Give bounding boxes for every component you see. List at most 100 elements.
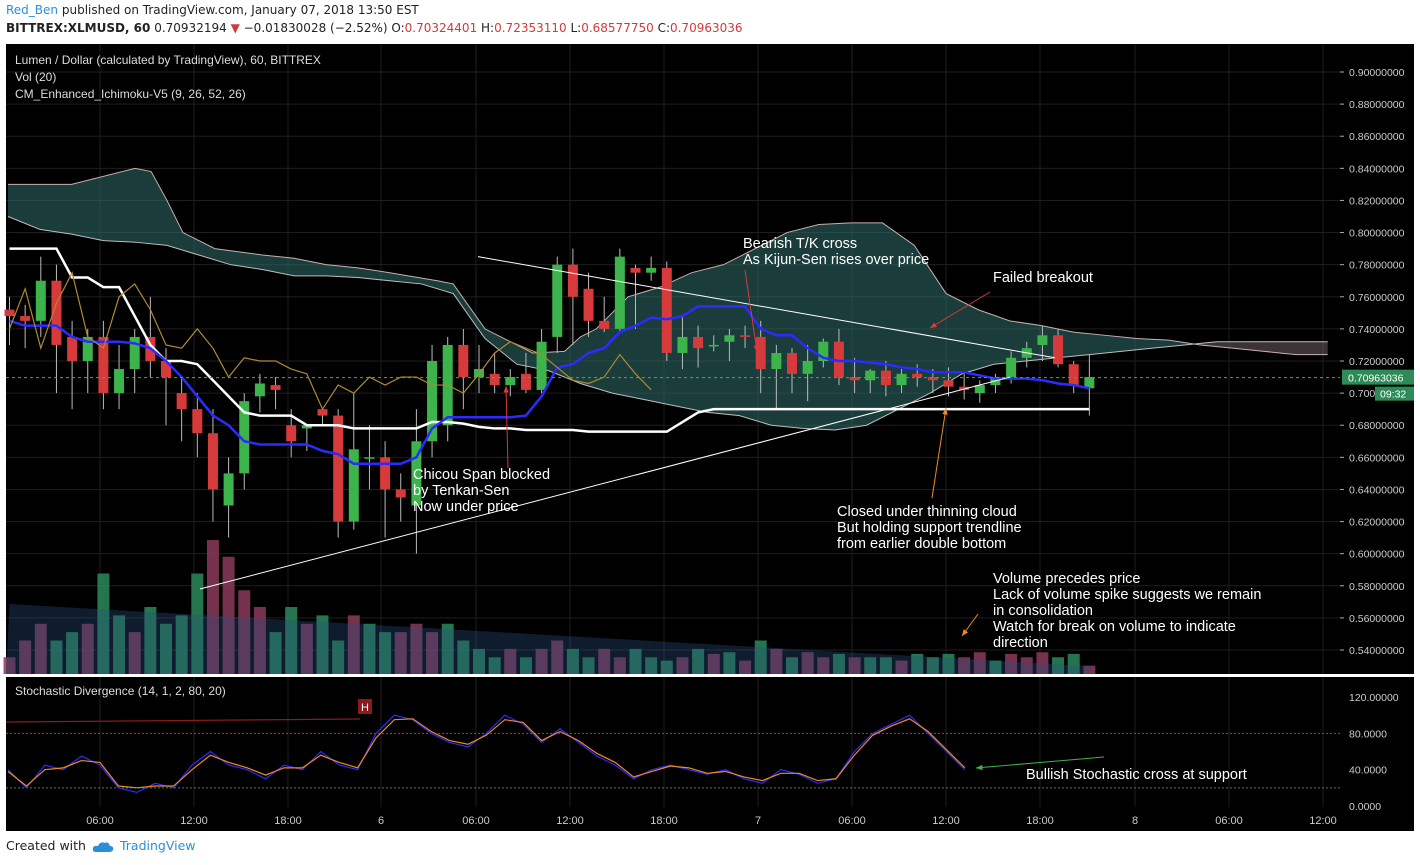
price-tick-8: 0.74000000 — [1349, 324, 1405, 336]
volume-bar-17 — [269, 632, 282, 674]
volume-bar-6 — [97, 573, 110, 674]
time-tick-3: 6 — [378, 815, 384, 827]
annotation-bearish-tk-line-0: Bearish T/K cross — [743, 236, 857, 252]
kijun-sen-line — [9, 247, 1090, 433]
stoch-tick-0: 120.00000 — [1349, 692, 1399, 704]
time-tick-5: 12:00 — [556, 815, 584, 827]
arrow-bearish-tk-head — [753, 345, 759, 352]
volume-bar-65 — [1020, 657, 1033, 674]
volume-bar-28 — [441, 623, 454, 674]
candle-16 — [254, 383, 265, 397]
time-tick-7: 7 — [755, 815, 761, 827]
candle-69 — [1084, 377, 1095, 389]
time-tick-2: 18:00 — [274, 815, 302, 827]
arrow-chicou-head — [503, 386, 509, 393]
senkou-a-line — [8, 167, 1328, 356]
candle-23 — [364, 457, 375, 459]
candle-2 — [35, 280, 46, 321]
volume-bar-48 — [754, 640, 767, 674]
author-link[interactable]: Red_Ben — [6, 3, 59, 17]
time-axis[interactable] — [6, 807, 1414, 831]
volume-bar-41 — [645, 657, 658, 674]
volume-bar-4 — [66, 632, 79, 674]
volume-bar-7 — [113, 615, 126, 674]
arrow-volume-head — [962, 629, 968, 636]
annotation-volume-line-1: Lack of volume spike suggests we remain — [993, 587, 1261, 603]
volume-bar-62 — [973, 652, 986, 674]
candle-57 — [896, 373, 907, 386]
volume-bar-26 — [410, 623, 423, 674]
volume-bar-9 — [144, 607, 157, 674]
volume-bar-58 — [911, 653, 924, 674]
candle-44 — [693, 336, 704, 349]
price-tick-12: 0.66000000 — [1349, 452, 1405, 464]
candle-24 — [380, 457, 391, 490]
last-price-badge — [1342, 369, 1414, 385]
candle-39 — [614, 256, 625, 329]
volume-bar-21 — [332, 640, 345, 674]
candle-31 — [489, 373, 500, 386]
volume-bar-61 — [958, 657, 971, 674]
candle-61 — [959, 386, 970, 390]
created-with-text: Created with — [6, 838, 86, 853]
last-price: 0.70932194 — [154, 21, 227, 35]
candle-60 — [943, 380, 954, 387]
stoch-axis[interactable] — [1340, 677, 1414, 807]
volume-bar-50 — [786, 657, 798, 674]
volume-bar-64 — [1005, 653, 1018, 674]
annotation-closed-under-line-2: from earlier double bottom — [837, 536, 1006, 552]
price-tick-0: 0.90000000 — [1349, 67, 1405, 79]
candle-0 — [4, 309, 15, 317]
candle-20 — [317, 409, 328, 416]
volume-bar-44 — [692, 648, 705, 674]
annotation-chicou-line-2: Now under price — [413, 499, 519, 515]
volume-bar-19 — [300, 623, 313, 674]
volume-bar-49 — [770, 648, 783, 674]
volume-bar-39 — [613, 657, 626, 674]
volume-bar-5 — [81, 623, 94, 674]
candle-5 — [82, 336, 93, 361]
volume-bar-23 — [363, 623, 376, 674]
candle-68 — [1068, 364, 1079, 386]
stoch-tick-1: 80.0000 — [1349, 728, 1387, 740]
cloud-icon — [92, 841, 114, 852]
volume-bar-22 — [347, 615, 360, 674]
volume-bar-15 — [238, 590, 251, 674]
volume-bar-53 — [832, 653, 845, 674]
price-tick-4: 0.82000000 — [1349, 195, 1405, 207]
tradingview-link[interactable]: TradingView — [119, 838, 196, 853]
price-axis[interactable] — [1340, 44, 1414, 674]
senkou-b-line — [7, 216, 1328, 431]
stoch-pane[interactable] — [6, 677, 1340, 807]
countdown-badge — [1375, 386, 1414, 401]
arrow-bearish-tk — [744, 269, 758, 353]
volume-bar-2 — [34, 623, 47, 674]
ohlc-line: BITTREX:XLMUSD, 60 0.70932194 ▼ −0.01830… — [6, 21, 743, 35]
annotation-chicou-line-0: Chicou Span blocked — [413, 467, 550, 483]
volume-bar-42 — [660, 660, 673, 674]
candle-52 — [818, 341, 829, 361]
candle-49 — [771, 352, 782, 370]
volume-bar-54 — [848, 657, 861, 674]
candle-32 — [505, 377, 516, 386]
volume-bar-47 — [739, 660, 752, 674]
volume-bar-32 — [504, 648, 517, 674]
symbol-label: BITTREX:XLMUSD, 60 — [6, 21, 151, 35]
candle-58 — [912, 373, 923, 378]
time-tick-0: 06:00 — [86, 815, 114, 827]
volume-bar-45 — [707, 653, 720, 674]
chart[interactable]: H 0.90000000 0.88000000 0.86000000 0.840000… — [0, 40, 1420, 832]
candle-46 — [724, 335, 735, 342]
volume-bar-55 — [864, 657, 877, 674]
volume-bar-20 — [316, 615, 329, 674]
close-value: 0.70963036 — [669, 21, 743, 35]
time-tick-4: 06:00 — [462, 815, 490, 827]
low-label: L: — [570, 21, 582, 35]
candle-3 — [51, 280, 62, 345]
annotation-volume-line-0: Volume precedes price — [993, 571, 1141, 587]
legend-stoch: Stochastic Divergence (14, 1, 2, 80, 20) — [15, 684, 226, 698]
candle-41 — [646, 267, 657, 273]
last-price-label: 0.70963036 — [1348, 373, 1404, 385]
volume-bar-13 — [206, 540, 219, 674]
volume-bar-31 — [488, 657, 501, 674]
